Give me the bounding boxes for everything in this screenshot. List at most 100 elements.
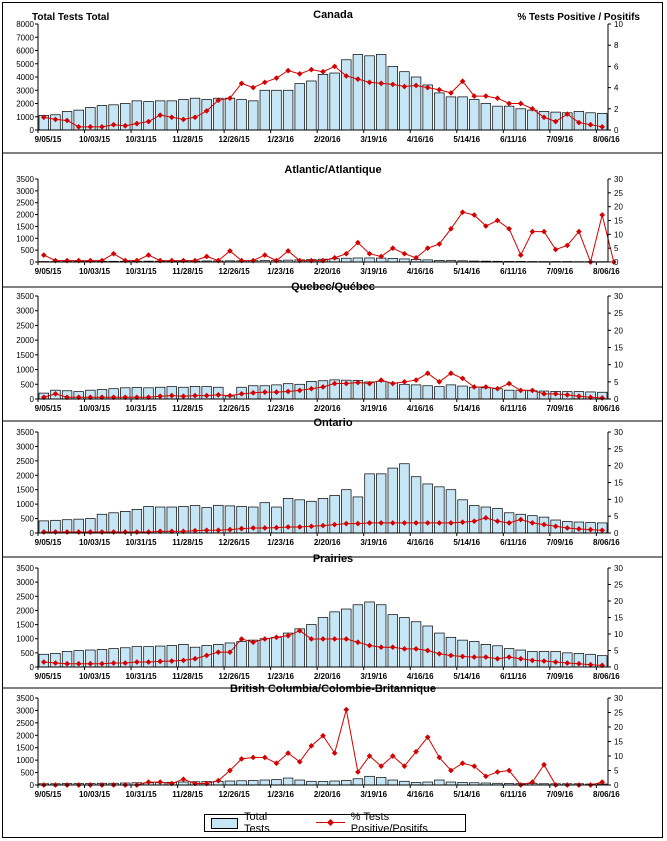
pct-point [308, 385, 315, 392]
pct-point [564, 392, 571, 398]
y2-tick-label: 10 [614, 361, 623, 370]
right-axis-title: % Tests Positive / Positifs [517, 12, 640, 23]
x-tick-label: 11/28/15 [172, 672, 203, 681]
pct-point [494, 655, 501, 662]
x-tick-label: 4/16/16 [407, 672, 434, 681]
y-tick-label: 1500 [16, 621, 34, 630]
pct-point [157, 112, 163, 118]
pct-point [517, 516, 524, 523]
y-tick-label: 3500 [16, 292, 34, 301]
x-tick-label: 4/16/16 [407, 404, 434, 413]
pct-point [448, 652, 454, 659]
pct-point [424, 734, 431, 740]
pct-point [87, 123, 94, 130]
y-tick-label: 2000 [16, 731, 34, 740]
y2-tick-label: 15 [614, 344, 623, 353]
pct-point [75, 660, 82, 667]
pct-point [262, 754, 268, 761]
bar [282, 777, 294, 786]
pct-point [424, 520, 431, 526]
y2-tick-label: 30 [614, 292, 623, 301]
bar [527, 109, 538, 131]
pct-point [320, 636, 326, 642]
bar [236, 641, 247, 668]
y2-tick-label: 20 [614, 597, 623, 606]
pct-point [401, 379, 408, 385]
y2-tick-label: 20 [614, 326, 623, 335]
pct-point [134, 659, 140, 665]
y2-tick-label: 5 [614, 647, 619, 656]
y-tick-label: 500 [21, 515, 35, 524]
x-tick-label: 9/05/15 [35, 790, 62, 799]
pct-point [40, 252, 47, 258]
bar [294, 628, 305, 668]
pct-point [413, 748, 419, 755]
bar [178, 644, 189, 668]
pct-point [436, 754, 443, 761]
pct-point [262, 525, 268, 531]
pct-point [203, 108, 210, 114]
x-tick-label: 11/28/15 [172, 135, 203, 144]
pct-point [529, 657, 536, 664]
pct-point [424, 245, 431, 251]
y2-tick-label: 25 [614, 581, 623, 590]
pct-point [110, 250, 117, 257]
x-tick-label: 12/26/15 [219, 538, 251, 547]
x-tick-label: 6/11/16 [500, 538, 527, 547]
x-tick-label: 1/23/16 [267, 538, 294, 547]
bar [457, 96, 468, 131]
pct-point [215, 392, 222, 398]
pct-point [99, 257, 105, 264]
pct-line [43, 709, 603, 786]
x-tick-label: 6/11/16 [500, 790, 527, 799]
chart-title: Ontario [313, 417, 352, 429]
bar [201, 99, 212, 131]
y2-tick-label: 10 [614, 495, 623, 504]
pct-point [529, 228, 536, 235]
pct-point [343, 636, 350, 642]
pct-point [87, 257, 94, 264]
pct-point [157, 257, 163, 264]
y2-tick-label: 15 [614, 738, 623, 747]
pct-point [250, 257, 257, 264]
pct-point [552, 391, 559, 397]
pct-point [52, 257, 59, 264]
pct-point [262, 389, 268, 395]
pct-point [168, 658, 175, 664]
pct-point [378, 253, 384, 260]
bar [480, 103, 492, 131]
pct-point [366, 520, 373, 526]
pct-point [296, 70, 303, 77]
pct-point [599, 779, 606, 785]
pct-point [122, 660, 129, 666]
pct-point [448, 767, 454, 774]
x-tick-label: 2/20/16 [314, 267, 341, 276]
x-tick-label: 2/20/16 [314, 790, 341, 799]
x-tick-label: 1/23/16 [267, 267, 294, 276]
chart-title: Prairies [313, 553, 353, 565]
x-tick-label: 9/05/15 [35, 267, 62, 276]
pct-point [529, 520, 536, 526]
bar [352, 604, 364, 668]
pct-point [587, 526, 594, 533]
pct-point [320, 732, 326, 739]
pct-point [296, 627, 303, 634]
y-tick-label: 3000 [16, 187, 34, 196]
pct-point [389, 245, 396, 251]
y2-tick-label: 5 [614, 244, 619, 253]
y-tick-label: 7000 [16, 33, 34, 42]
pct-point [471, 763, 478, 769]
x-tick-label: 8/06/16 [593, 404, 620, 413]
pct-point [424, 84, 431, 91]
bar [341, 780, 352, 786]
x-tick-label: 4/16/16 [407, 267, 434, 276]
pct-point [564, 660, 571, 666]
pct-point [552, 246, 559, 253]
pct-point [483, 384, 489, 390]
x-tick-label: 12/26/15 [219, 135, 251, 144]
pct-point [587, 661, 594, 668]
bar [224, 97, 236, 131]
y-tick-label: 500 [21, 246, 35, 255]
pct-point [331, 380, 338, 387]
x-tick-label: 10/03/15 [79, 267, 111, 276]
